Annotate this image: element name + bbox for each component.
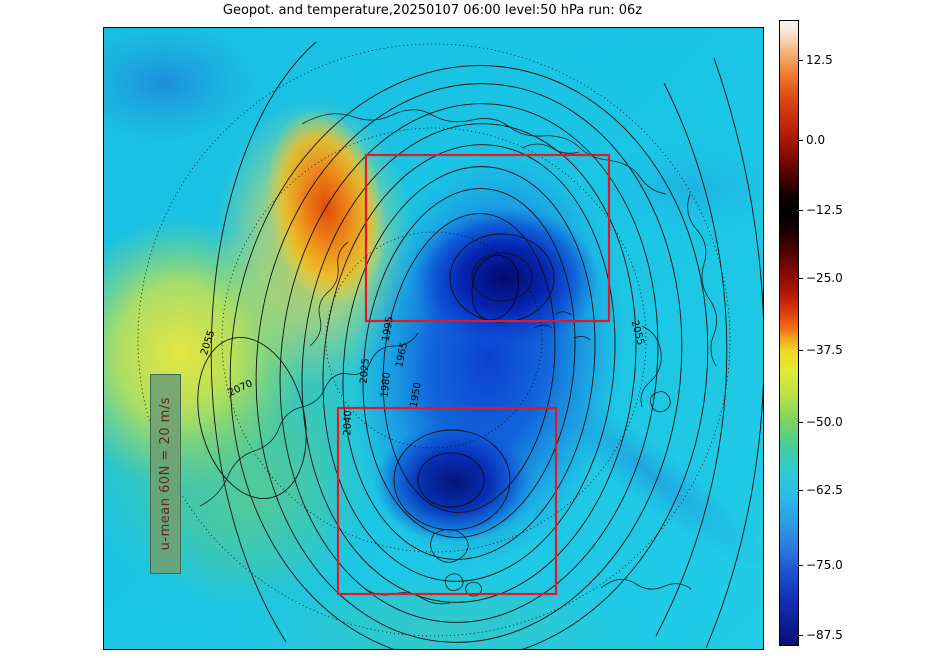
highlight-box-lower: [336, 406, 558, 596]
colorbar: 12.5 0.0 −12.5 −25.0 −37.5 −50.0 −62.5 −…: [779, 20, 843, 646]
tick-label: −62.5: [806, 483, 843, 497]
colorbar-tick: 0.0: [799, 133, 825, 147]
chart-title: Geopot. and temperature,20250107 06:00 l…: [222, 3, 643, 18]
colorbar-tick: −37.5: [799, 343, 843, 357]
colorbar-tick: −87.5: [799, 628, 843, 642]
contour-label: 2040: [342, 410, 355, 436]
latitude-circles: [137, 43, 731, 637]
colorbar-tick: −50.0: [799, 415, 843, 429]
geopotential-contours: [197, 41, 763, 649]
temperature-field-plot: [104, 28, 763, 649]
coastlines: [199, 109, 718, 605]
tick-mark: [799, 277, 803, 279]
u-mean-annotation-text: u-mean 60N = 20 m/s: [158, 397, 173, 551]
tick-label: −37.5: [806, 343, 843, 357]
tick-mark: [799, 564, 803, 566]
tick-label: 0.0: [806, 133, 826, 147]
u-mean-annotation: u-mean 60N = 20 m/s: [150, 374, 181, 574]
tick-mark: [799, 634, 803, 636]
highlight-box-upper: [364, 153, 611, 323]
colorbar-tick: −25.0: [799, 271, 843, 285]
tick-mark: [799, 59, 803, 61]
tick-label: −50.0: [806, 415, 843, 429]
tick-mark: [799, 349, 803, 351]
tick-label: −87.5: [806, 628, 843, 642]
tick-mark: [799, 209, 803, 211]
map-area: 2055 2070 2040 2025 1995 1980 1965 1950 …: [103, 27, 764, 650]
tick-mark: [799, 139, 803, 141]
colorbar-tick: −12.5: [799, 203, 843, 217]
colorbar-tick: 12.5: [799, 53, 833, 67]
colorbar-tick: −75.0: [799, 558, 843, 572]
tick-label: −25.0: [806, 271, 843, 285]
tick-mark: [799, 489, 803, 491]
tick-label: −75.0: [806, 558, 843, 572]
colorbar-tick: −62.5: [799, 483, 843, 497]
shaded-temperature-field: [104, 28, 763, 649]
tick-mark: [799, 421, 803, 423]
colorbar-gradient: [779, 20, 799, 646]
tick-label: −12.5: [806, 203, 843, 217]
tick-label: 12.5: [806, 53, 833, 67]
